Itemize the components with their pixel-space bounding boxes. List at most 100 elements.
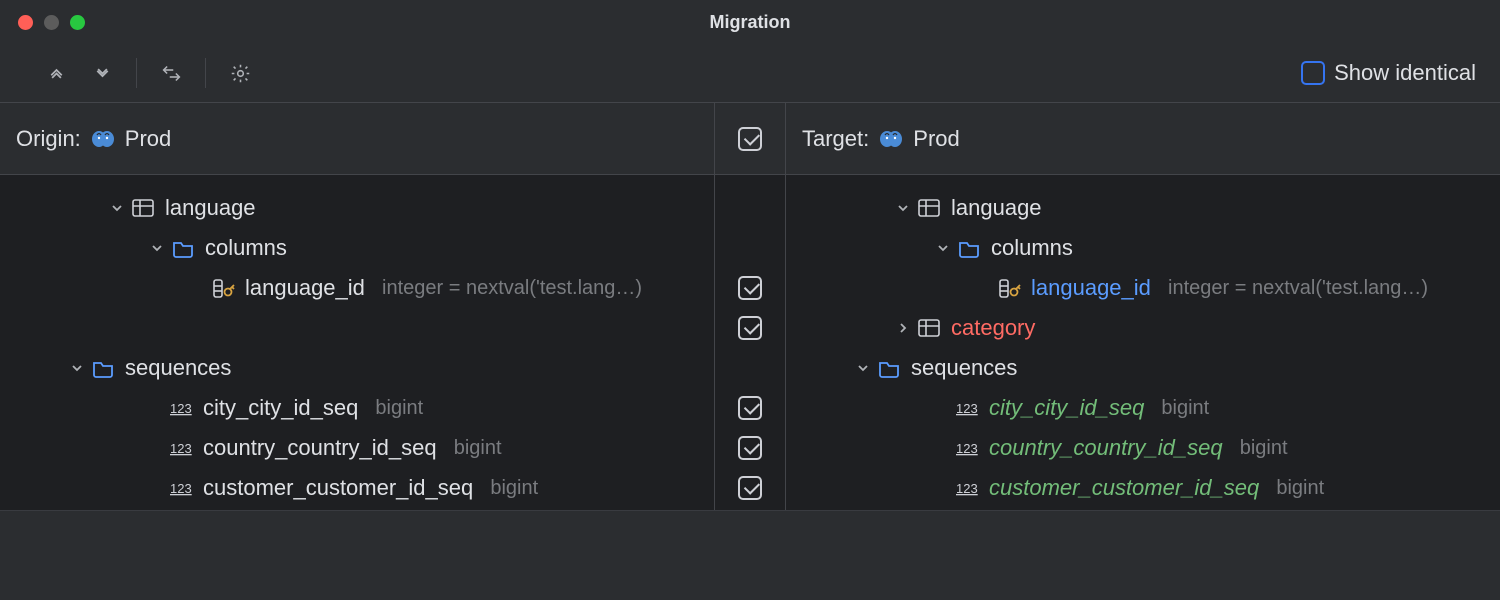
check-row: [715, 268, 785, 308]
center-header: [715, 103, 785, 175]
origin-db-name: Prod: [125, 126, 171, 152]
chevron-down-icon[interactable]: [108, 199, 126, 217]
tree-row[interactable]: customer_customer_id_seq bigint: [786, 468, 1500, 508]
check-row: [715, 388, 785, 428]
table-icon: [918, 318, 941, 339]
chevron-down-icon[interactable]: [894, 199, 912, 217]
titlebar: Migration: [0, 0, 1500, 44]
chevron-down-icon[interactable]: [148, 239, 166, 257]
tree-item-label: customer_customer_id_seq: [203, 475, 473, 501]
tree-item-label: language_id: [245, 275, 365, 301]
column-pk-icon: [998, 278, 1021, 299]
tree-row[interactable]: customer_customer_id_seq bigint: [0, 468, 714, 508]
window-controls: [18, 15, 85, 30]
postgres-icon: [91, 129, 115, 148]
type-detail: bigint: [443, 437, 502, 460]
tree-row[interactable]: language_id integer = nextval('test.lang…: [786, 268, 1500, 308]
type-detail: bigint: [1229, 437, 1288, 460]
show-identical-label: Show identical: [1334, 60, 1476, 86]
folder-icon: [172, 238, 195, 259]
tree-item-label: customer_customer_id_seq: [989, 475, 1259, 501]
chevron-down-icon[interactable]: [854, 359, 872, 377]
origin-label: Origin:: [16, 126, 81, 152]
tree-item-label: city_city_id_seq: [989, 395, 1144, 421]
tree-item-label: language_id: [1031, 275, 1151, 301]
tree-row[interactable]: category: [786, 308, 1500, 348]
tree-row[interactable]: language: [0, 188, 714, 228]
tree-item-label: columns: [205, 235, 287, 261]
expand-all-icon[interactable]: [44, 61, 68, 85]
target-label: Target:: [802, 126, 869, 152]
check-row: [715, 428, 785, 468]
type-detail: bigint: [1265, 477, 1324, 500]
check-row: [715, 188, 785, 228]
tree-item-label: language: [165, 195, 256, 221]
folder-icon: [878, 358, 901, 379]
type-detail: bigint: [1150, 397, 1209, 420]
target-tree[interactable]: language columns language_id integer = n…: [785, 175, 1500, 510]
table-icon: [132, 198, 155, 219]
row-checkbox[interactable]: [738, 276, 762, 300]
minimize-button[interactable]: [44, 15, 59, 30]
window-title: Migration: [0, 12, 1500, 33]
origin-header: Origin: Prod: [0, 103, 715, 175]
row-checkbox[interactable]: [738, 476, 762, 500]
seq-icon: [956, 478, 979, 499]
type-detail: integer = nextval('test.lang…): [371, 277, 642, 300]
tree-item-label: country_country_id_seq: [989, 435, 1223, 461]
folder-icon: [958, 238, 981, 259]
folder-icon: [92, 358, 115, 379]
tree-item-label: country_country_id_seq: [203, 435, 437, 461]
column-pk-icon: [212, 278, 235, 299]
collapse-all-icon[interactable]: [90, 61, 114, 85]
tree-item-label: language: [951, 195, 1042, 221]
maximize-button[interactable]: [70, 15, 85, 30]
origin-tree[interactable]: language columns language_id integer = n…: [0, 175, 715, 510]
tree-row[interactable]: city_city_id_seq bigint: [0, 388, 714, 428]
tree-row[interactable]: language_id integer = nextval('test.lang…: [0, 268, 714, 308]
swap-icon[interactable]: [159, 61, 183, 85]
select-all-checkbox[interactable]: [738, 127, 762, 151]
close-button[interactable]: [18, 15, 33, 30]
type-detail: integer = nextval('test.lang…): [1157, 277, 1428, 300]
tree-item-label: columns: [991, 235, 1073, 261]
toolbar: Show identical: [0, 44, 1500, 102]
tree-item-label: sequences: [125, 355, 231, 381]
show-identical-checkbox[interactable]: [1301, 61, 1325, 85]
center-checks: [715, 175, 785, 510]
table-icon: [918, 198, 941, 219]
check-row: [715, 308, 785, 348]
row-checkbox[interactable]: [738, 316, 762, 340]
tree-row[interactable]: city_city_id_seq bigint: [786, 388, 1500, 428]
tree-row[interactable]: [0, 308, 714, 348]
tree-row[interactable]: sequences: [0, 348, 714, 388]
postgres-icon: [879, 129, 903, 148]
chevron-down-icon[interactable]: [934, 239, 952, 257]
tree-item-label: sequences: [911, 355, 1017, 381]
row-checkbox[interactable]: [738, 436, 762, 460]
seq-icon: [170, 398, 193, 419]
check-row: [715, 348, 785, 388]
target-db-name: Prod: [913, 126, 959, 152]
tree-row[interactable]: country_country_id_seq bigint: [786, 428, 1500, 468]
gear-icon[interactable]: [228, 61, 252, 85]
chevron-down-icon[interactable]: [68, 359, 86, 377]
tree-row[interactable]: columns: [0, 228, 714, 268]
tree-item-label: city_city_id_seq: [203, 395, 358, 421]
check-row: [715, 468, 785, 508]
type-detail: bigint: [364, 397, 423, 420]
tree-item-label: category: [951, 315, 1035, 341]
seq-icon: [170, 478, 193, 499]
seq-icon: [956, 438, 979, 459]
target-header: Target: Prod: [785, 103, 1500, 175]
tree-row[interactable]: country_country_id_seq bigint: [0, 428, 714, 468]
chevron-right-icon[interactable]: [894, 319, 912, 337]
seq-icon: [170, 438, 193, 459]
type-detail: bigint: [479, 477, 538, 500]
tree-row[interactable]: columns: [786, 228, 1500, 268]
toolbar-separator: [136, 58, 137, 88]
footer: [0, 510, 1500, 556]
tree-row[interactable]: sequences: [786, 348, 1500, 388]
tree-row[interactable]: language: [786, 188, 1500, 228]
row-checkbox[interactable]: [738, 396, 762, 420]
